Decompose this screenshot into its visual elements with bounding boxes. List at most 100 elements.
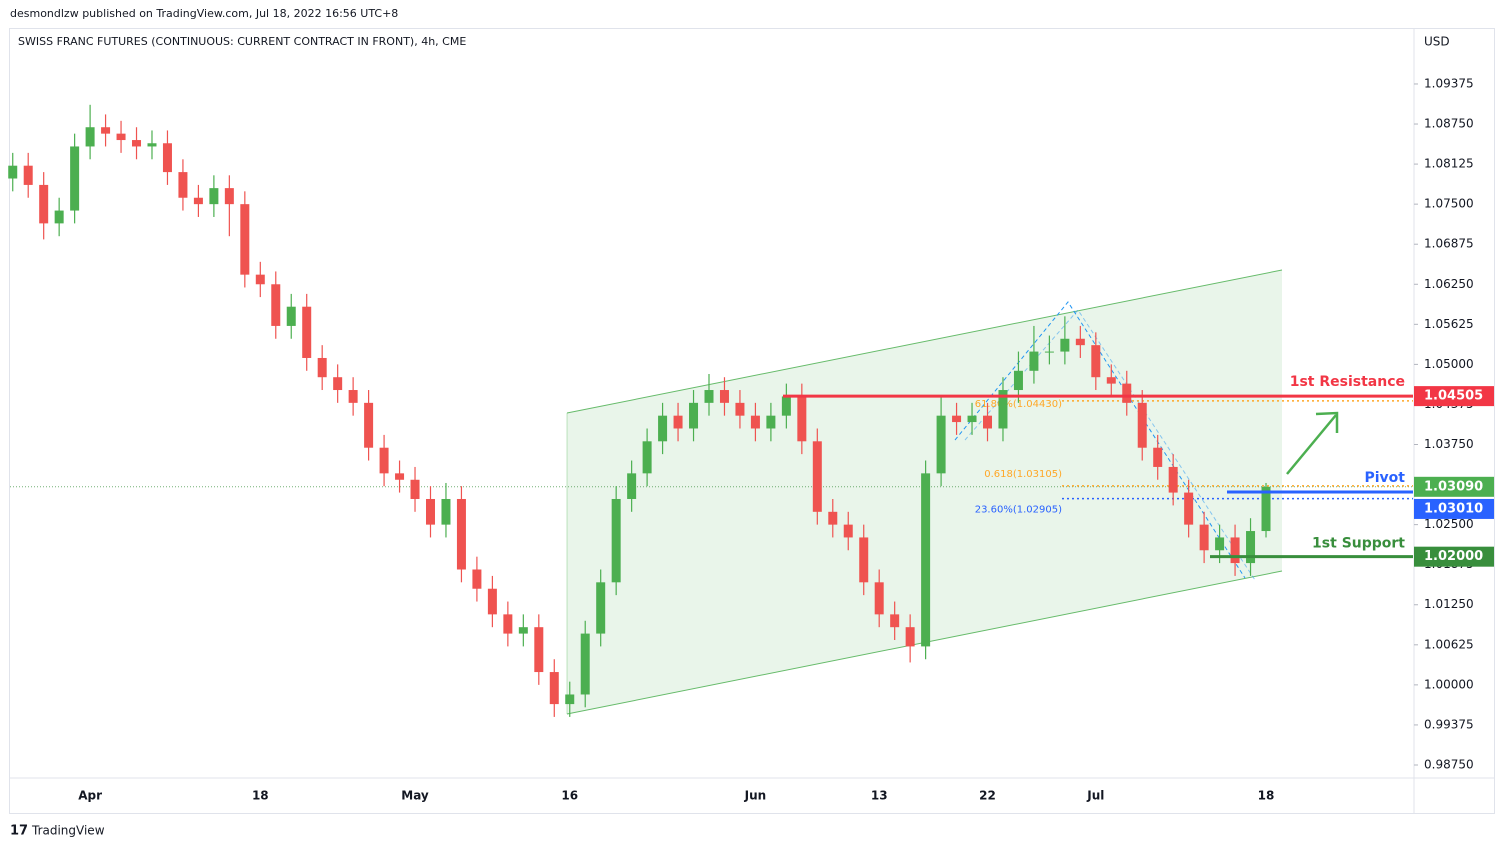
x-tick-label: 16 <box>561 789 578 803</box>
fib-swing <box>954 301 1246 579</box>
candle-body <box>209 188 219 205</box>
candle-body <box>116 133 126 141</box>
candle-body <box>750 415 760 429</box>
candle-body <box>1044 351 1054 353</box>
candle-body <box>348 390 358 403</box>
candle-body <box>1261 486 1271 532</box>
x-tick-label: 13 <box>871 789 888 803</box>
price-label: 1.03010 <box>1424 501 1483 516</box>
fib-label: 0.618(1.03105) <box>984 469 1062 480</box>
x-tick-label: Jul <box>1086 789 1104 803</box>
logo-mark: 17 <box>10 824 28 839</box>
candle-body <box>967 415 977 423</box>
candle-body <box>781 396 791 416</box>
candle-body <box>627 473 637 499</box>
candle-body <box>456 498 466 570</box>
x-tick-label: May <box>401 789 429 803</box>
y-tick-label: 1.09375 <box>1424 76 1474 90</box>
candle-body <box>441 498 451 525</box>
candle-body <box>766 415 776 429</box>
candle-body <box>1184 492 1194 525</box>
candle-body <box>503 614 513 634</box>
candle-body <box>812 441 822 512</box>
channel-upper <box>566 269 1283 414</box>
candle-body <box>472 569 482 589</box>
candle-body <box>132 140 142 147</box>
candle-body <box>70 146 80 211</box>
candle-body <box>364 402 374 448</box>
candle-body <box>240 204 250 275</box>
candle-body <box>1230 537 1240 564</box>
y-tick-label: 1.08750 <box>1424 117 1474 131</box>
y-tick-label: 0.99375 <box>1424 717 1474 731</box>
candle-body <box>921 473 931 647</box>
price-label: 1.02000 <box>1424 549 1483 564</box>
last-price-label: 1.03090 <box>1424 479 1483 494</box>
candle-body <box>843 524 853 538</box>
candle-body <box>224 188 234 205</box>
candle-body <box>1137 402 1147 448</box>
candle-body <box>735 402 745 416</box>
candle-body <box>1060 338 1070 352</box>
candle-body <box>54 210 64 224</box>
candle-body <box>1215 537 1225 551</box>
y-tick-label: 1.01250 <box>1424 597 1474 611</box>
currency: USD <box>1424 35 1450 49</box>
candle-body <box>101 127 111 134</box>
y-tick-label: 1.07500 <box>1424 197 1474 211</box>
candle-body <box>425 498 435 525</box>
candle-body <box>317 357 327 378</box>
candle-body <box>85 127 95 147</box>
level-name: 1st Resistance <box>1290 374 1405 390</box>
candle-body <box>333 377 343 391</box>
candle-body <box>1199 524 1209 551</box>
candle-body <box>255 274 265 285</box>
candle-body <box>193 197 203 205</box>
fib-label: 23.60%(1.02905) <box>975 505 1062 516</box>
level-name: Pivot <box>1365 470 1406 486</box>
y-tick-label: 1.05625 <box>1424 317 1474 331</box>
y-tick-label: 1.06875 <box>1424 237 1474 251</box>
candle-body <box>286 306 296 326</box>
candle-body <box>549 672 559 705</box>
up-arrow <box>1286 411 1339 475</box>
x-tick-label: 18 <box>252 789 269 803</box>
price-label: 1.04505 <box>1424 389 1483 404</box>
fib-label: 61.80%(1.04430) <box>975 399 1062 410</box>
x-tick-label: 18 <box>1258 789 1275 803</box>
candle-body <box>302 306 312 358</box>
candle-body <box>39 184 49 224</box>
y-tick-label: 1.05000 <box>1424 357 1474 371</box>
candle-body <box>147 143 157 147</box>
candle-body <box>1029 351 1039 371</box>
candle-body <box>8 165 18 179</box>
level-name: 1st Support <box>1312 536 1405 552</box>
candle-body <box>1168 466 1178 493</box>
candle-body <box>1075 338 1085 346</box>
x-tick-label: 22 <box>979 789 996 803</box>
candle-body <box>1246 531 1256 564</box>
price-label-box <box>1414 386 1494 407</box>
candle-body <box>658 415 668 442</box>
candle-body <box>23 165 33 185</box>
price-label-box <box>1414 498 1494 519</box>
chart-title: SWISS FRANC FUTURES (CONTINUOUS: CURRENT… <box>18 35 466 48</box>
candle-body <box>596 582 606 634</box>
candle-body <box>395 473 405 480</box>
x-tick-label: Apr <box>78 789 102 803</box>
candle-body <box>565 694 575 705</box>
last-price-box <box>1414 476 1494 497</box>
y-tick-label: 1.02500 <box>1424 517 1474 531</box>
candle-body <box>1153 447 1163 467</box>
candle-body <box>890 614 900 628</box>
candle-body <box>874 582 884 615</box>
candle-body <box>410 479 420 499</box>
price-label-box <box>1414 546 1494 567</box>
candle-body <box>379 447 389 474</box>
candle-body <box>271 284 281 326</box>
candle-body <box>719 390 729 403</box>
candle-body <box>952 415 962 423</box>
y-tick-label: 1.08125 <box>1424 157 1474 171</box>
candle-body <box>936 415 946 474</box>
